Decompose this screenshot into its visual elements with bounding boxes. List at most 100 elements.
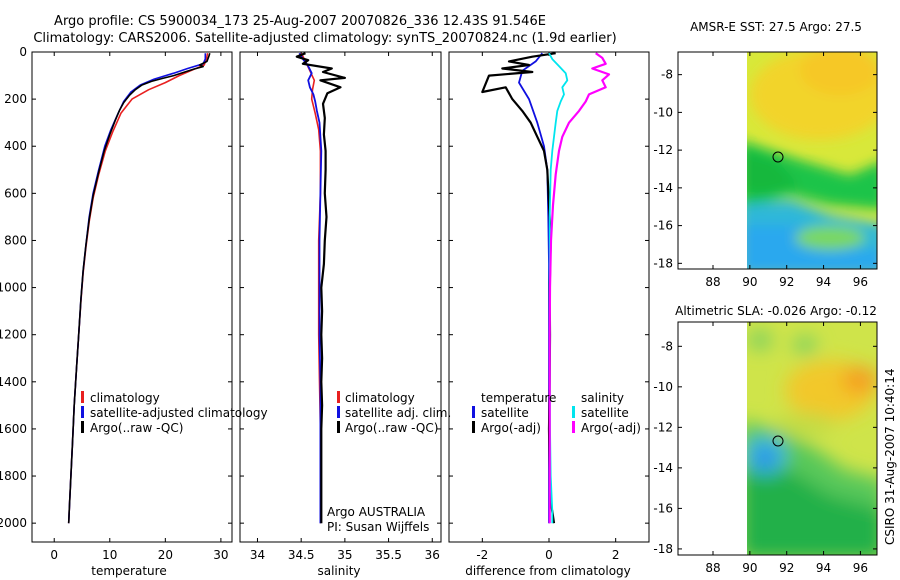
- y-tick-label: 0: [19, 45, 27, 59]
- legend-label-argo-salinity: Argo(-adj): [581, 421, 641, 435]
- lat-tick-label: -10: [653, 380, 673, 394]
- series-line-satellite: [298, 52, 323, 524]
- legend-swatch-satellite: [81, 406, 84, 418]
- legend-label-satellite-salinity: satellite: [581, 406, 629, 420]
- salinity-xlabel: salinity: [317, 564, 360, 578]
- legend-label-argo: Argo(..raw -QC): [345, 421, 438, 435]
- figure-title-line1: Argo profile: CS 5900034_173 25-Aug-2007…: [54, 14, 546, 29]
- legend-label-satellite-temperature: satellite: [481, 406, 529, 420]
- lon-tick-label: 90: [742, 561, 757, 575]
- lon-tick-label: 92: [779, 275, 794, 289]
- y-tick-label: 1400: [0, 375, 27, 389]
- legend-swatch-satellite: [337, 406, 340, 418]
- legend-swatch-climatology: [337, 391, 340, 403]
- legend-label-climatology: climatology: [90, 391, 160, 405]
- annotation-pi-name: PI: Susan Wijffels: [327, 520, 429, 534]
- sla-map-field: [747, 322, 877, 555]
- legend-swatch-argo: [337, 421, 340, 433]
- lon-tick-label: 94: [816, 561, 831, 575]
- salinity-plot: 34 34.5 35 35.5 36: [240, 51, 441, 562]
- lat-tick-label: -14: [653, 461, 673, 475]
- difference-legend: temperature salinity satellite Argo(-adj…: [472, 391, 641, 435]
- sla-map: [677, 321, 878, 556]
- legend-label-argo-temperature: Argo(-adj): [481, 421, 541, 435]
- legend-header-temperature: temperature: [481, 391, 556, 405]
- lon-tick-label: 90: [742, 275, 757, 289]
- lat-tick-label: -18: [653, 542, 673, 556]
- x-tick-label: 35.5: [375, 548, 402, 562]
- lon-tick-label: 96: [853, 275, 868, 289]
- lon-tick-label: 96: [853, 561, 868, 575]
- y-tick-label: 1600: [0, 422, 27, 436]
- y-tick-label: 400: [4, 139, 27, 153]
- x-tick-label: 20: [158, 548, 173, 562]
- lat-tick-label: -18: [653, 256, 673, 270]
- argo-location-marker: [772, 151, 784, 163]
- lat-tick-label: -16: [653, 219, 673, 233]
- legend-label-climatology: climatology: [345, 391, 415, 405]
- x-tick-label: 2: [612, 548, 620, 562]
- y-tick-label: 1000: [0, 281, 27, 295]
- lat-tick-label: -12: [653, 420, 673, 434]
- salinity-legend: climatology satellite adj. clim. Argo(..…: [327, 391, 451, 534]
- salinity-plot-frame: [239, 51, 442, 543]
- temperature-plot-frame: [31, 51, 233, 543]
- y-tick-label: 600: [4, 186, 27, 200]
- series-line-satellite-salinity: [548, 52, 569, 524]
- x-tick-label: 36: [425, 548, 440, 562]
- legend-swatch-satellite-salinity: [572, 406, 575, 418]
- x-tick-label: 0: [545, 548, 553, 562]
- lon-tick-label: 88: [705, 275, 720, 289]
- legend-swatch-climatology: [81, 391, 84, 403]
- series-line-climatology: [300, 52, 322, 524]
- legend-label-satellite: satellite-adjusted climatology: [90, 406, 268, 420]
- sla-map-title: Altimetric SLA: -0.026 Argo: -0.12: [675, 304, 877, 318]
- y-tick-label: 1800: [0, 469, 27, 483]
- series-line-argo: [67, 52, 211, 524]
- temperature-legend: climatology satellite-adjusted climatolo…: [81, 391, 268, 435]
- series-line-satellite: [67, 53, 207, 524]
- sla-map-frame: [677, 321, 878, 556]
- series-line-satellite-temperature: [518, 52, 550, 524]
- difference-plot: -2 0 2: [449, 51, 649, 562]
- lon-tick-label: 92: [779, 561, 794, 575]
- y-tick-label: 1200: [0, 328, 27, 342]
- series-line-argo: [295, 52, 346, 524]
- sst-map-field: [747, 52, 877, 269]
- legend-swatch-argo-salinity: [572, 421, 575, 433]
- x-tick-label: 0: [50, 548, 58, 562]
- sst-map: [677, 51, 878, 270]
- x-tick-label: 10: [102, 548, 117, 562]
- legend-swatch-argo-temperature: [472, 421, 475, 433]
- lon-tick-label: 88: [705, 561, 720, 575]
- difference-xlabel: difference from climatology: [465, 564, 631, 578]
- depth-axis-ticks: 0 200 400 600 800 1000 1200 1400 1600 1800 2000: [0, 45, 27, 530]
- legend-header-salinity: salinity: [581, 391, 624, 405]
- legend-swatch-argo: [81, 421, 84, 433]
- x-tick-label: 34: [250, 548, 265, 562]
- series-line-argo-adj-salinity: [548, 52, 611, 524]
- series-line-climatology: [67, 53, 209, 524]
- legend-swatch-satellite-temperature: [472, 406, 475, 418]
- lon-tick-label: 94: [816, 275, 831, 289]
- argo-location-marker: [772, 435, 784, 447]
- sst-map-ticks: 88 90 92 94 96 -8 -10 -12 -14 -16 -18: [653, 52, 877, 289]
- figure-title-line2: Climatology: CARS2006. Satellite-adjuste…: [33, 31, 616, 46]
- y-tick-label: 200: [4, 92, 27, 106]
- annotation-argo-australia: Argo AUSTRALIA: [327, 505, 426, 519]
- x-tick-label: 35: [337, 548, 352, 562]
- legend-label-satellite: satellite adj. clim.: [345, 406, 451, 420]
- lat-tick-label: -12: [653, 143, 673, 157]
- lat-tick-label: -16: [653, 501, 673, 515]
- temperature-plot: 0 10 20 30: [32, 51, 232, 562]
- sst-map-title: AMSR-E SST: 27.5 Argo: 27.5: [690, 20, 862, 34]
- y-tick-label: 2000: [0, 516, 27, 530]
- sst-map-frame: [677, 51, 878, 270]
- timestamp-vertical: CSIRO 31-Aug-2007 10:40:14: [883, 369, 897, 545]
- temperature-xlabel: temperature: [91, 564, 166, 578]
- series-line-argo-temperature: [481, 52, 556, 524]
- lat-tick-label: -14: [653, 181, 673, 195]
- lat-tick-label: -10: [653, 105, 673, 119]
- legend-label-argo: Argo(..raw -QC): [90, 421, 183, 435]
